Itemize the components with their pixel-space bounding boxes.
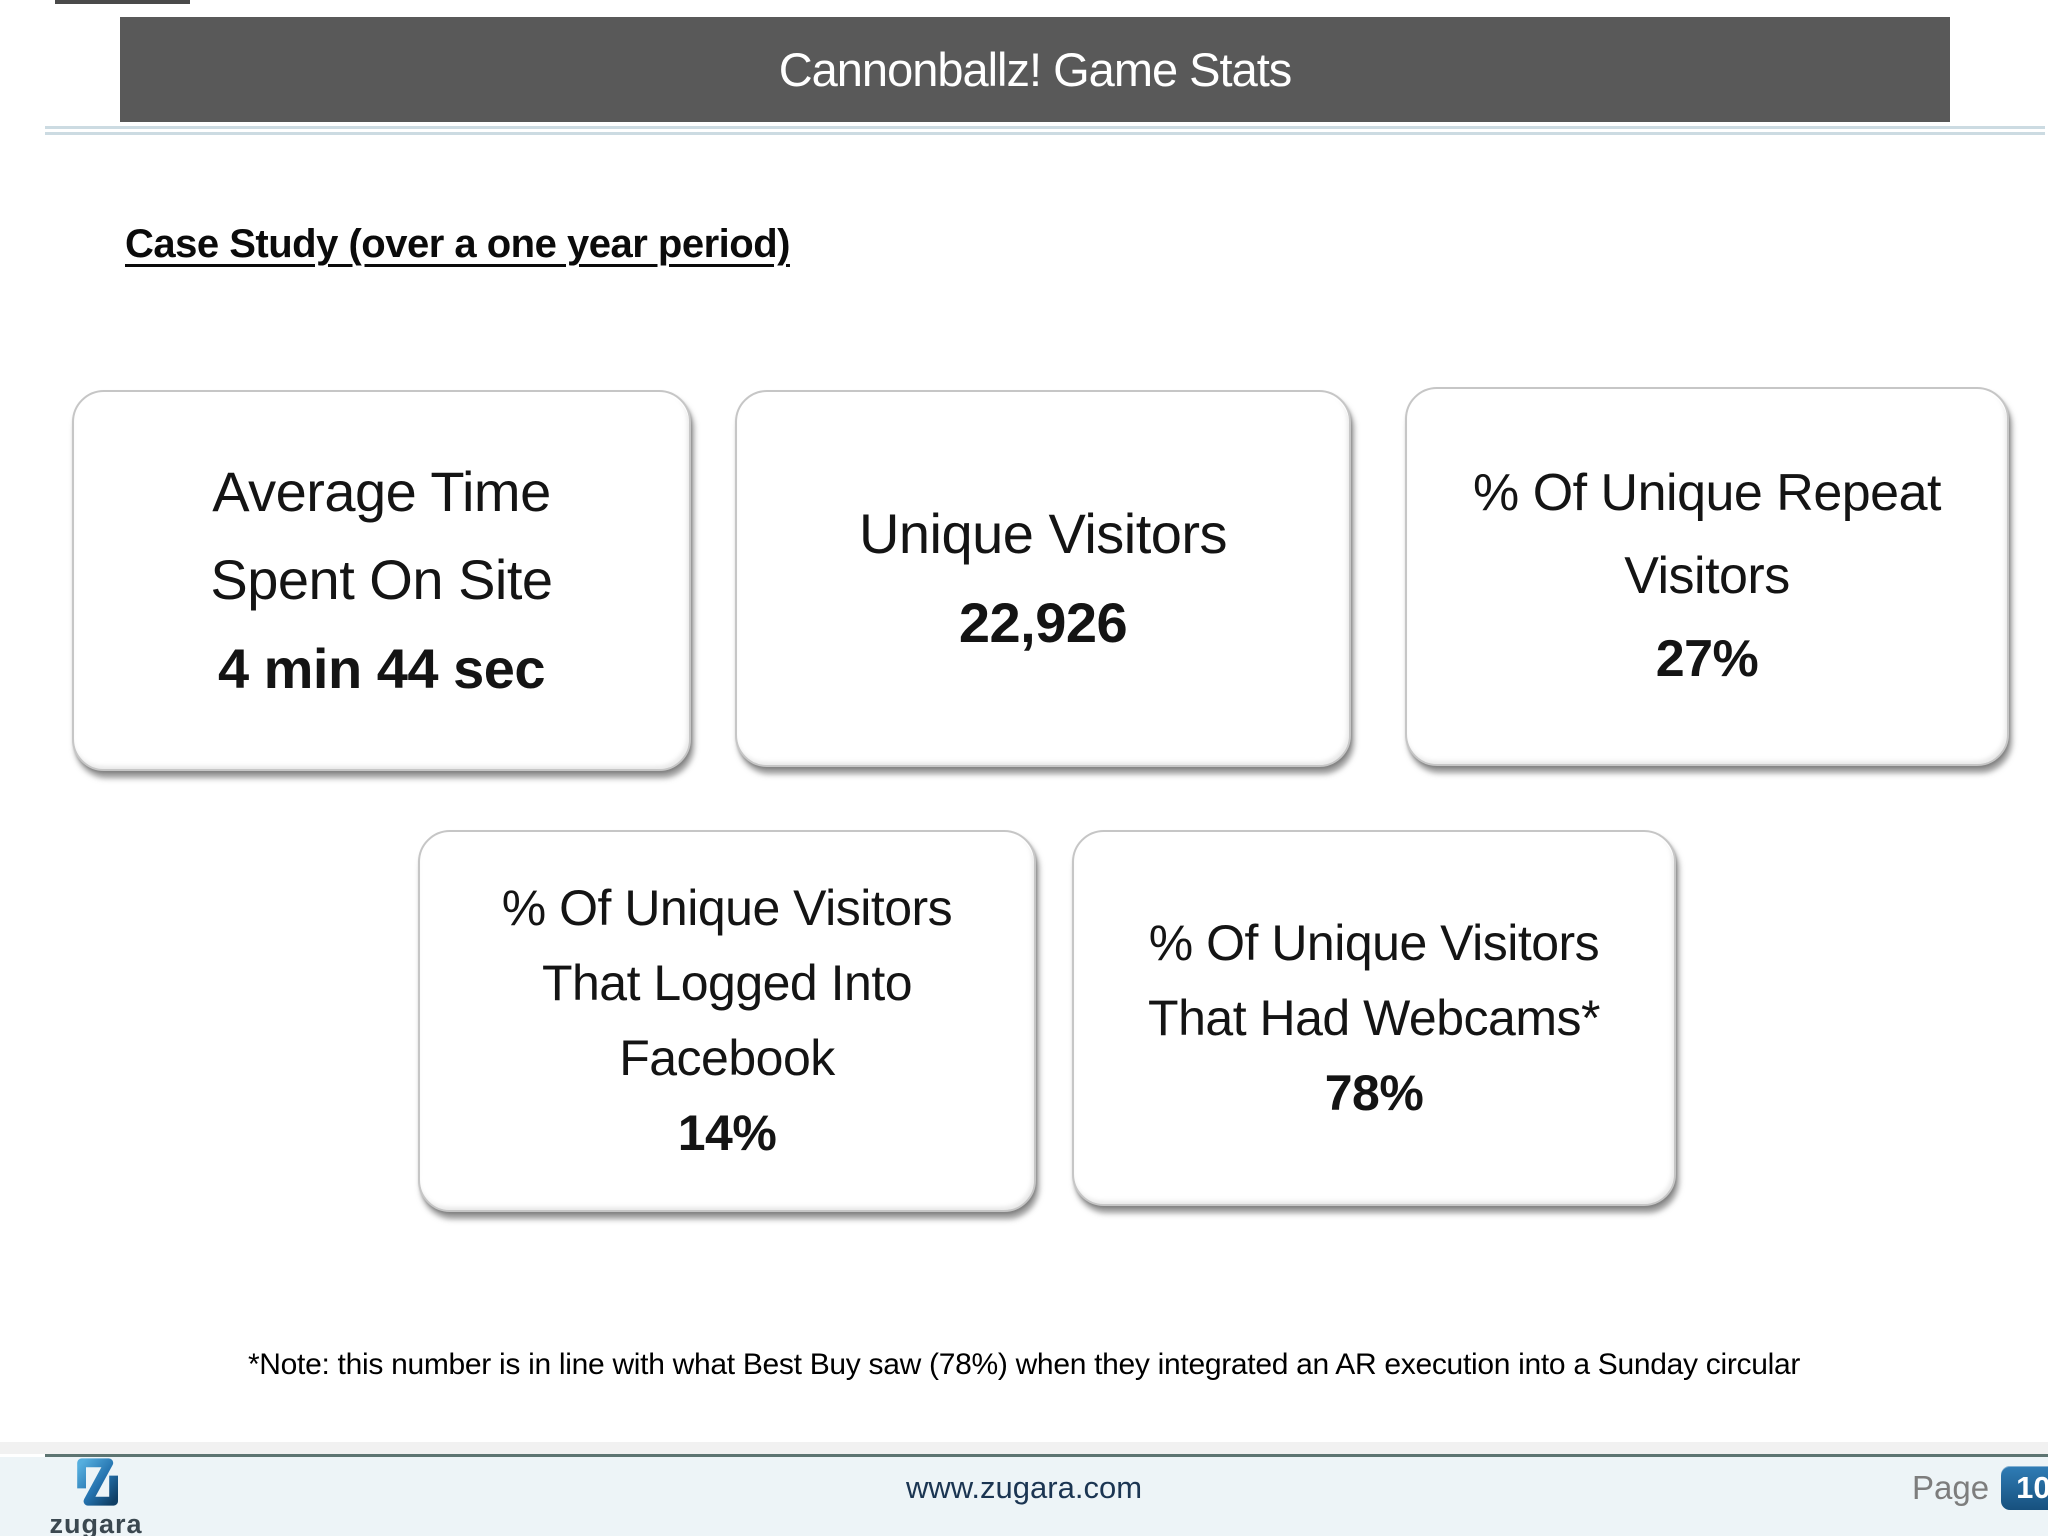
stat-card-repeat-visitors: % Of Unique Repeat Visitors 27% (1405, 387, 2009, 766)
stat-value: 27% (1655, 630, 1759, 689)
header-accent-line-bottom (45, 132, 2045, 135)
stat-value: 78% (1324, 1064, 1424, 1121)
page-indicator: Page 105 (1912, 1466, 2048, 1510)
zugara-z-logo-icon (77, 1458, 118, 1506)
stat-card-facebook-logins: % Of Unique Visitors That Logged Into Fa… (418, 830, 1036, 1212)
title-bar: Cannonballz! Game Stats (120, 17, 1950, 122)
stat-label: % Of Unique Visitors That Had Webcams* (1148, 914, 1600, 1046)
header-accent-line-top (45, 126, 2045, 129)
stat-card-unique-visitors: Unique Visitors 22,926 (735, 390, 1351, 767)
stat-card-average-time: Average Time Spent On Site 4 min 44 sec (72, 390, 691, 771)
page-number-badge: 105 (2001, 1466, 2048, 1510)
footer-background (0, 1457, 2048, 1536)
slide-title: Cannonballz! Game Stats (778, 43, 1293, 96)
footer-band (0, 1442, 2048, 1454)
footnote: *Note: this number is in line with what … (247, 1348, 1801, 1381)
case-study-heading: Case Study (over a one year period) (125, 222, 790, 266)
page-label: Page (1912, 1469, 1990, 1506)
stat-value: 14% (677, 1105, 777, 1161)
stat-card-webcams: % Of Unique Visitors That Had Webcams* 7… (1072, 830, 1676, 1206)
footer-divider-line (45, 1454, 2048, 1457)
stat-label: % Of Unique Visitors That Logged Into Fa… (501, 880, 953, 1086)
stat-value: 22,926 (958, 590, 1128, 654)
stat-value: 4 min 44 sec (217, 636, 546, 700)
zugara-logo: zugara (36, 1453, 156, 1536)
stat-label: Unique Visitors (858, 502, 1228, 566)
stat-label: % Of Unique Repeat Visitors (1473, 463, 1941, 605)
stat-label: Average Time Spent On Site (210, 459, 553, 612)
top-edge-artifact (55, 0, 190, 4)
zugara-wordmark: zugara (49, 1509, 143, 1536)
footer-url: www.zugara.com (905, 1470, 1143, 1505)
